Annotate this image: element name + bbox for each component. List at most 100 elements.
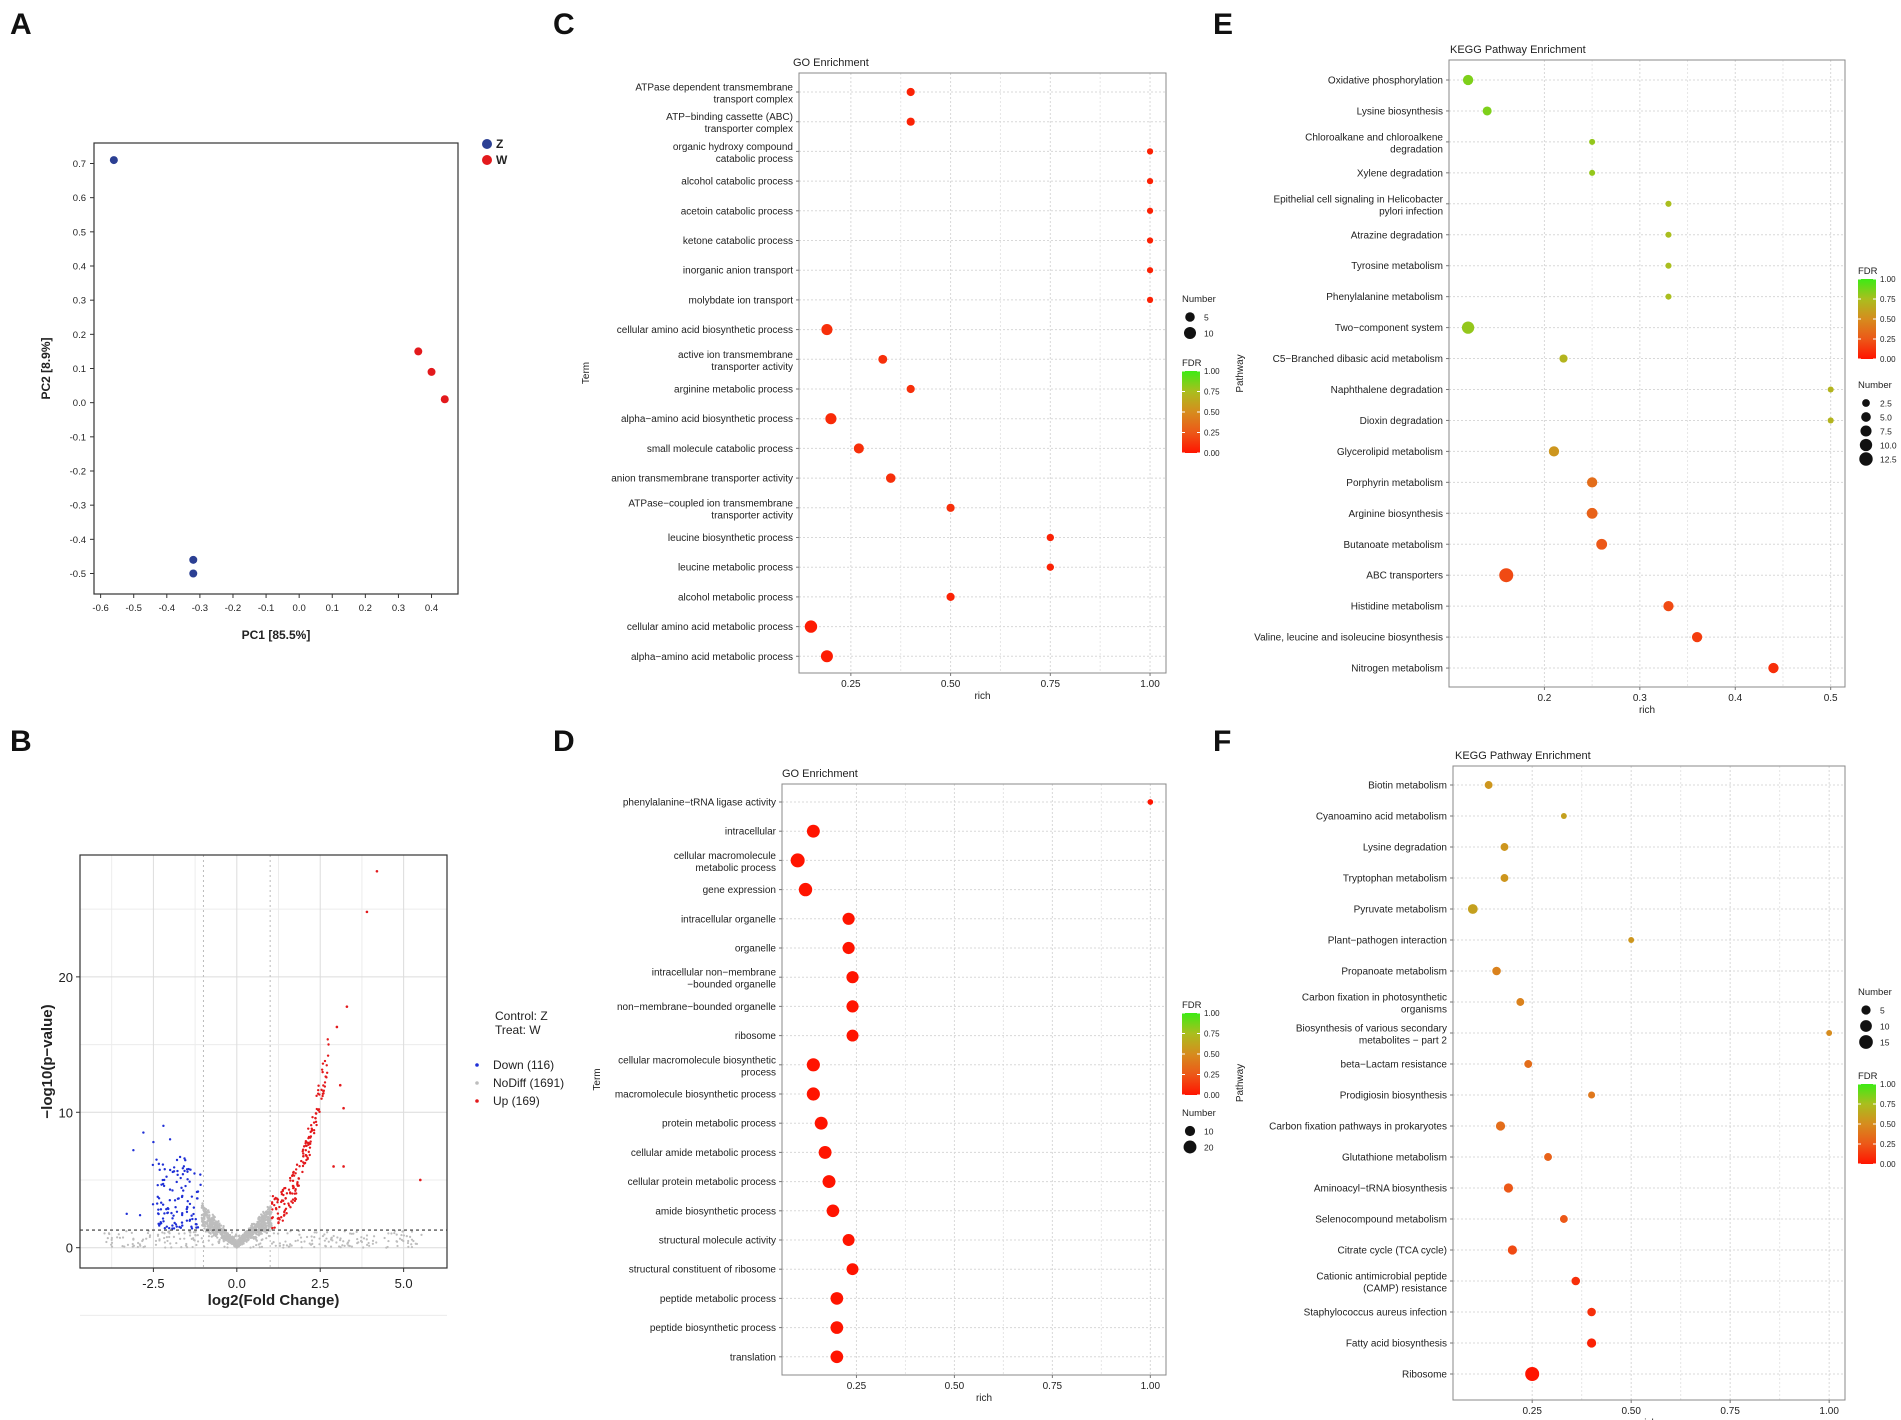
dotplot-size-legend-marker: [1185, 312, 1195, 322]
volcano-point-nodiff: [226, 1235, 229, 1239]
dotplot-size-legend-marker: [1859, 438, 1873, 452]
volcano-point-down: [186, 1178, 189, 1181]
dotplot-point: [846, 971, 859, 984]
dotplot-term-label: Prodigiosin biosynthesis: [1340, 1091, 1447, 1102]
dotplot-term-label: cellular macromolecule biosynthetic: [618, 1055, 776, 1066]
dotplot-term-label: process: [741, 1067, 776, 1078]
volcano-point-nodiff: [258, 1220, 261, 1223]
volcano-point-down: [187, 1167, 190, 1171]
volcano-point-nodiff: [184, 1244, 188, 1247]
volcano-point-down: [179, 1176, 182, 1180]
volcano-point-nodiff: [207, 1209, 210, 1212]
dotplot-fdr-label: 1.00: [1204, 367, 1220, 376]
volcano-point-nodiff: [352, 1232, 355, 1235]
volcano-point-down: [189, 1168, 192, 1171]
dotplot-term-label: (CAMP) resistance: [1363, 1284, 1447, 1295]
dotplot-point: [830, 1350, 844, 1364]
dotplot-term-label: organelle: [735, 944, 777, 955]
dotplot-title: GO Enrichment: [793, 57, 869, 69]
volcano-legend-label: Up (169): [493, 1094, 540, 1108]
volcano-point-nodiff: [387, 1239, 390, 1243]
pca-x-tick-label: -0.2: [225, 603, 241, 614]
volcano-point-nodiff: [228, 1241, 231, 1244]
volcano-point-nodiff: [194, 1230, 197, 1233]
volcano-point-up: [321, 1094, 324, 1098]
volcano-point-up: [271, 1208, 274, 1211]
volcano-x-axis-label: log2(Fold Change): [208, 1292, 340, 1309]
volcano-point-up: [309, 1124, 313, 1127]
dotplot-term-label: intracellular non−membrane: [652, 968, 777, 979]
dotplot-x-tick-label: 0.50: [1621, 1406, 1641, 1417]
volcano-point-nodiff: [202, 1208, 205, 1212]
volcano-point-down: [193, 1172, 196, 1175]
volcano-point-nodiff: [276, 1232, 280, 1235]
dotplot-size-legend-label: 7.5: [1880, 427, 1892, 437]
dotplot-term-label: Cyanoamino acid metabolism: [1316, 812, 1447, 823]
panel-label-d: D: [553, 725, 575, 758]
dotplot-point: [1559, 1215, 1568, 1223]
dotplot-term-label: cellular amino acid metabolic process: [627, 622, 793, 633]
dotplot-term-label: transporter activity: [711, 510, 793, 521]
volcano-point-down: [167, 1226, 171, 1230]
volcano-point-up: [307, 1127, 310, 1130]
volcano-point-nodiff: [224, 1236, 227, 1239]
dotplot-term-label: degradation: [1390, 144, 1443, 155]
volcano-point-up: [270, 1201, 274, 1204]
dotplot-fdr-label: 1.00: [1204, 1009, 1220, 1018]
volcano-point-down: [181, 1173, 185, 1176]
volcano-point-nodiff: [296, 1239, 299, 1242]
volcano-point-nodiff: [323, 1233, 326, 1236]
volcano-point-nodiff: [365, 1234, 369, 1237]
volcano-point-up: [312, 1121, 316, 1124]
dotplot-point: [790, 853, 805, 868]
volcano-point-nodiff: [247, 1238, 250, 1241]
dotplot-point: [1588, 1091, 1596, 1099]
dotplot-point: [1596, 538, 1608, 550]
volcano-point-down: [158, 1168, 161, 1172]
volcano-point-up: [291, 1201, 294, 1205]
volcano-point-nodiff: [282, 1246, 285, 1249]
pca-y-tick-label: -0.4: [70, 535, 86, 546]
volcano-point-up: [317, 1108, 320, 1112]
volcano-point-nodiff: [336, 1236, 339, 1239]
dotplot-frame: [781, 783, 1167, 1376]
dotplot-term-label: translation: [730, 1352, 776, 1363]
volcano-point-down: [176, 1169, 179, 1173]
volcano-point-nodiff: [285, 1244, 289, 1247]
volcano-point-up: [325, 1064, 328, 1067]
volcano-point-nodiff: [222, 1226, 225, 1229]
dotplot-frame: [1452, 765, 1846, 1401]
volcano-point-nodiff: [305, 1235, 309, 1239]
volcano-point-nodiff: [172, 1235, 176, 1238]
volcano-point-up: [284, 1186, 287, 1190]
volcano-point-nodiff: [324, 1245, 327, 1248]
volcano-point-up: [327, 1043, 330, 1046]
volcano-point-nodiff: [206, 1216, 209, 1219]
dotplot-size-legend-label: 5: [1880, 1006, 1885, 1016]
volcano-point-down: [165, 1225, 169, 1228]
dotplot-fdr-label: 0.75: [1204, 1030, 1220, 1039]
volcano-point-nodiff: [251, 1232, 255, 1236]
dotplot-point: [830, 1321, 844, 1334]
dotplot-point: [1146, 207, 1154, 214]
volcano-point-nodiff: [362, 1246, 365, 1249]
volcano-point-nodiff: [330, 1236, 333, 1239]
volcano-point-nodiff: [203, 1211, 206, 1214]
volcano-point-up: [278, 1205, 281, 1209]
volcano-point-nodiff: [221, 1228, 224, 1232]
volcano-point-down: [168, 1168, 172, 1172]
volcano-point-nodiff: [268, 1213, 271, 1216]
volcano-point-nodiff: [318, 1237, 321, 1240]
volcano-point-nodiff: [169, 1242, 172, 1245]
volcano-point-nodiff: [175, 1241, 178, 1245]
volcano-point-nodiff: [249, 1236, 253, 1239]
dotplot-point: [804, 620, 818, 633]
volcano-point-nodiff: [230, 1231, 234, 1234]
volcano-point-nodiff: [342, 1240, 345, 1243]
volcano-point-down: [181, 1167, 185, 1170]
dotplot-point: [1663, 601, 1674, 612]
volcano-point-up: [312, 1128, 316, 1132]
volcano-point-nodiff: [226, 1246, 229, 1249]
dotplot-term-label: organic hydroxy compound: [673, 142, 793, 153]
volcano-point-up: [321, 1062, 325, 1065]
